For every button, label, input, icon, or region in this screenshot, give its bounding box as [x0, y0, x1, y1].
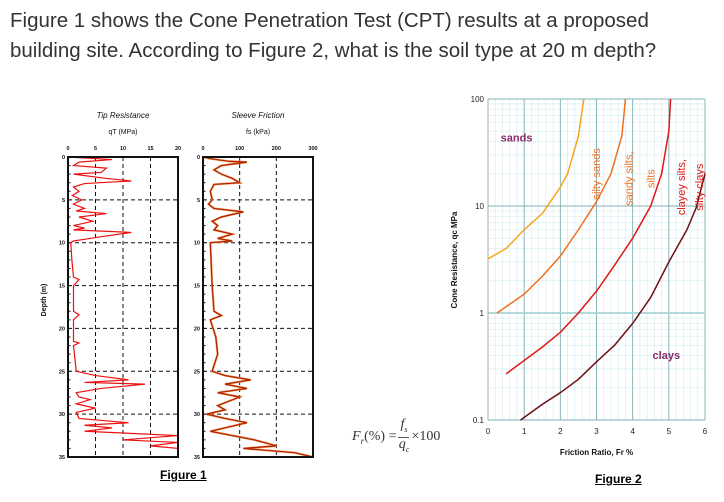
cpt1-x-tick-label: 200 — [272, 146, 281, 152]
cpt1-x-tick-label: 300 — [308, 146, 317, 152]
cpt1-trace — [202, 156, 314, 458]
fig2-boundary-curve-4 — [520, 173, 706, 421]
formula-multiplier: ×100 — [411, 429, 441, 445]
cpt0-y-tick-label: 5 — [62, 198, 65, 204]
fig2-x-tick-label: 5 — [667, 427, 672, 436]
fig2-y-tick-label: 1 — [480, 309, 485, 318]
fig2-x-tick-label: 3 — [594, 427, 599, 436]
formula-fraction: fs qc — [398, 417, 410, 454]
cpt1-y-tick-label: 10 — [194, 241, 200, 247]
cpt0-x-tick-label: 0 — [66, 146, 69, 152]
fig2-x-tick-label: 4 — [630, 427, 635, 436]
fig2-y-tick-label: 10 — [475, 202, 484, 211]
fig2-boundary-curve-2 — [496, 98, 627, 314]
fig2-y-tick-label: 0.1 — [473, 416, 485, 425]
friction-ratio-formula: Fr(%) = fs qc ×100 — [352, 418, 440, 457]
cpt1-x-tick-label: 0 — [201, 146, 204, 152]
cpt1-y-tick-label: 0 — [197, 155, 200, 161]
fig2-x-axis-label: Friction Ratio, Fr % — [560, 448, 633, 457]
cpt0-y-tick-label: 10 — [59, 241, 65, 247]
fig2-x-tick-label: 6 — [703, 427, 708, 436]
cpt0-y-tick-label: 25 — [59, 369, 65, 375]
cpt1-frame — [202, 156, 314, 458]
fig2-region-label: silts — [645, 169, 657, 188]
fig2-x-tick-label: 2 — [558, 427, 563, 436]
cpt0-x-tick-label: 10 — [120, 146, 126, 152]
cpt1-y-tick-label: 30 — [194, 412, 200, 418]
figure2-caption: Figure 2 — [595, 472, 642, 486]
fig2-region-label: clays — [653, 350, 681, 362]
cpt1-y-tick-label: 35 — [194, 455, 200, 461]
cpt1-x-tick-label: 100 — [235, 146, 244, 152]
cpt0-y-tick-label: 0 — [62, 155, 65, 161]
cpt0-frame — [67, 156, 179, 458]
fig2-region-label: clayey silts, — [676, 159, 688, 215]
fig2-region-label: sands — [501, 133, 533, 145]
cpt0-y-tick-label: 20 — [59, 326, 65, 332]
fig2-x-tick-label: 1 — [522, 427, 527, 436]
cpt1-title: Sleeve Friction — [232, 111, 285, 120]
cpt1-y-tick-label: 5 — [197, 198, 200, 204]
fig2-region-label: sandy silts, — [624, 151, 636, 205]
cpt0-title: Tip Resistance — [97, 111, 150, 120]
cpt0-y-tick-label: 30 — [59, 412, 65, 418]
fig2-x-tick-label: 0 — [486, 427, 491, 436]
fig2-region-label: silty sands — [591, 148, 603, 200]
cpt1-y-tick-label: 15 — [194, 284, 200, 290]
cpt0-y-tick-label: 15 — [59, 284, 65, 290]
figure1-caption: Figure 1 — [160, 468, 207, 482]
fig2-y-axis-label: Cone Resistance, qc MPa — [450, 211, 459, 308]
fig2-boundary-curve-1 — [487, 98, 585, 260]
cpt1-y-tick-label: 25 — [194, 369, 200, 375]
cpt0-trace — [67, 156, 179, 457]
cpt1-xlabel: fs (kPa) — [246, 129, 270, 136]
fig2-region-label: silty clays — [694, 163, 706, 211]
cpt0-x-tick-label: 20 — [175, 146, 181, 152]
cpt0-xlabel: qT (MPa) — [108, 129, 137, 136]
question-text: Figure 1 shows the Cone Penetration Test… — [10, 9, 657, 62]
cpt1-trace-halo — [202, 155, 314, 459]
fig2-boundary-curve-3 — [505, 98, 672, 375]
fig2-y-tick-label: 100 — [471, 95, 485, 104]
cpt0-y-tick-label: 35 — [59, 455, 65, 461]
cpt0-x-tick-label: 5 — [94, 146, 97, 152]
cpt0-x-tick-label: 15 — [147, 146, 153, 152]
cpt1-y-tick-label: 20 — [194, 326, 200, 332]
formula-lhs: Fr(%) = — [352, 428, 397, 446]
depth-axis-label: Depth (m) — [41, 284, 48, 317]
